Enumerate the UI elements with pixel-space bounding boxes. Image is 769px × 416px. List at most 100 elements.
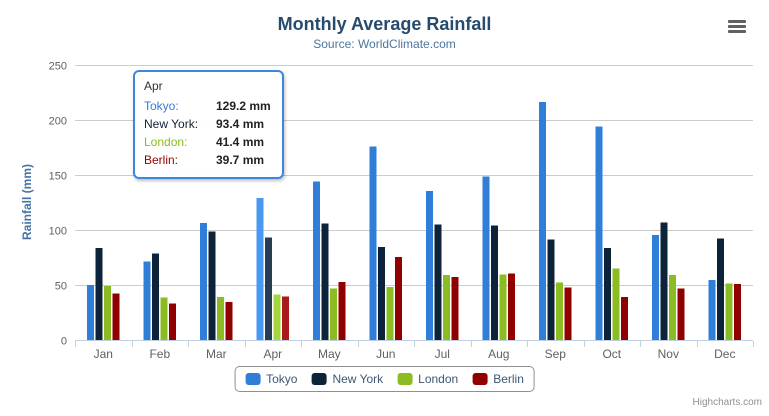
bar-london-sep[interactable] (556, 282, 563, 340)
bar-berlin-nov[interactable] (677, 288, 685, 341)
bar-london-dec[interactable] (725, 283, 733, 340)
bar-berlin-feb[interactable] (169, 303, 176, 341)
tooltip-series-name: New York: (144, 117, 199, 131)
x-axis-label-sep: Sep (545, 347, 567, 361)
x-axis-label-jan: Jan (94, 347, 113, 361)
x-axis-label-apr: Apr (263, 347, 282, 361)
y-axis-tick-label: 100 (49, 226, 67, 238)
legend-label: New York (332, 372, 384, 386)
chart-subtitle: Source: WorldClimate.com (313, 37, 456, 51)
hamburger-icon (728, 19, 746, 23)
tooltip-series-value: 93.4 mm (216, 117, 265, 131)
bar-new-york-jul[interactable] (434, 224, 442, 341)
x-axis-label-mar: Mar (206, 347, 227, 361)
bar-tokyo-sep[interactable] (539, 102, 546, 340)
legend-swatch-icon (472, 373, 488, 385)
tooltip-row: London: 41.4 mm (144, 133, 273, 151)
hamburger-icon (728, 24, 746, 28)
bar-london-jun[interactable] (386, 286, 394, 340)
legend-label: London (418, 372, 459, 386)
bar-new-york-mar[interactable] (208, 231, 216, 340)
bar-berlin-sep[interactable] (564, 287, 572, 340)
bar-berlin-apr[interactable] (282, 296, 289, 340)
tooltip-row: Berlin: 39.7 mm (144, 151, 273, 169)
bar-tokyo-jul[interactable] (426, 190, 433, 340)
tooltip-series-name: London: (144, 135, 188, 149)
y-axis-tick-label: 0 (61, 336, 67, 348)
bar-new-york-sep[interactable] (547, 239, 555, 340)
bar-london-jan[interactable] (104, 286, 111, 340)
tooltip-series-name: Tokyo: (144, 99, 179, 113)
tooltip-row: Tokyo: 129.2 mm (144, 97, 273, 115)
x-axis-label-may: May (318, 347, 341, 361)
y-axis-tick-label: 250 (49, 61, 67, 73)
x-axis-label-nov: Nov (658, 347, 679, 361)
legend-item-berlin[interactable]: Berlin (472, 372, 524, 386)
legend-swatch-icon (397, 373, 413, 385)
bar-london-aug[interactable] (499, 274, 507, 340)
x-axis-label-aug: Aug (488, 347, 509, 361)
legend-label: Tokyo (266, 372, 298, 386)
bar-new-york-jun[interactable] (378, 247, 385, 341)
bar-berlin-mar[interactable] (225, 302, 233, 341)
bar-new-york-feb[interactable] (152, 253, 159, 340)
y-axis-tick-label: 150 (49, 171, 67, 183)
bar-berlin-jul[interactable] (451, 276, 459, 340)
legend-item-new-york[interactable]: New York (311, 372, 383, 386)
hamburger-icon (728, 29, 746, 33)
credits-link[interactable]: Highcharts.com (692, 397, 762, 408)
bar-london-nov[interactable] (669, 274, 676, 340)
bar-london-may[interactable] (330, 288, 337, 340)
tooltip-row: New York: 93.4 mm (144, 115, 273, 133)
bar-new-york-may[interactable] (321, 223, 329, 340)
bar-berlin-may[interactable] (338, 282, 346, 340)
tooltip: Apr Tokyo: 129.2 mm New York: 93.4 mm London… (133, 70, 284, 179)
bar-tokyo-feb[interactable] (143, 261, 151, 341)
legend-item-tokyo[interactable]: Tokyo (245, 372, 297, 386)
bar-new-york-nov[interactable] (660, 222, 668, 340)
bar-tokyo-apr[interactable] (256, 197, 264, 340)
y-axis-tick-label: 200 (49, 116, 67, 128)
bar-berlin-jan[interactable] (112, 293, 120, 340)
tooltip-series-value: 39.7 mm (216, 153, 265, 167)
bar-london-apr[interactable] (273, 294, 281, 341)
tooltip-series-value: 129.2 mm (216, 99, 271, 113)
bar-berlin-jun[interactable] (395, 256, 402, 340)
x-axis-label-oct: Oct (602, 347, 621, 361)
bar-berlin-dec[interactable] (734, 283, 741, 340)
legend-swatch-icon (245, 373, 261, 385)
legend-item-london[interactable]: London (397, 372, 458, 386)
bar-london-jul[interactable] (443, 275, 450, 340)
bar-london-oct[interactable] (612, 268, 620, 340)
bar-new-york-apr[interactable] (265, 237, 272, 340)
bar-london-feb[interactable] (160, 297, 168, 340)
bar-tokyo-mar[interactable] (200, 223, 207, 340)
bar-new-york-oct[interactable] (604, 248, 611, 340)
bar-new-york-aug[interactable] (491, 225, 498, 340)
bar-tokyo-dec[interactable] (708, 280, 716, 340)
bar-tokyo-oct[interactable] (595, 126, 603, 341)
tooltip-header: Apr (144, 79, 163, 93)
bar-tokyo-aug[interactable] (482, 176, 490, 340)
y-axis-tick-label: 50 (55, 281, 67, 293)
bar-berlin-aug[interactable] (508, 273, 515, 340)
legend-swatch-icon (311, 373, 327, 385)
chart-title: Monthly Average Rainfall (277, 14, 492, 34)
bar-tokyo-may[interactable] (313, 181, 320, 340)
bar-new-york-dec[interactable] (717, 238, 724, 341)
bar-london-mar[interactable] (217, 296, 224, 340)
x-axis-label-feb: Feb (149, 347, 170, 361)
tooltip-series-value: 41.4 mm (216, 135, 265, 149)
bar-tokyo-nov[interactable] (652, 234, 659, 340)
x-axis-label-dec: Dec (714, 347, 735, 361)
bar-new-york-jan[interactable] (95, 248, 103, 340)
bar-tokyo-jan[interactable] (87, 285, 94, 340)
export-menu-button[interactable] (726, 15, 752, 37)
legend-label: Berlin (493, 372, 524, 386)
x-axis-label-jun: Jun (376, 347, 395, 361)
x-axis-label-jul: Jul (435, 347, 450, 361)
bar-berlin-oct[interactable] (621, 297, 628, 340)
y-axis-title: Rainfall (mm) (20, 163, 34, 241)
bar-tokyo-jun[interactable] (369, 146, 377, 340)
